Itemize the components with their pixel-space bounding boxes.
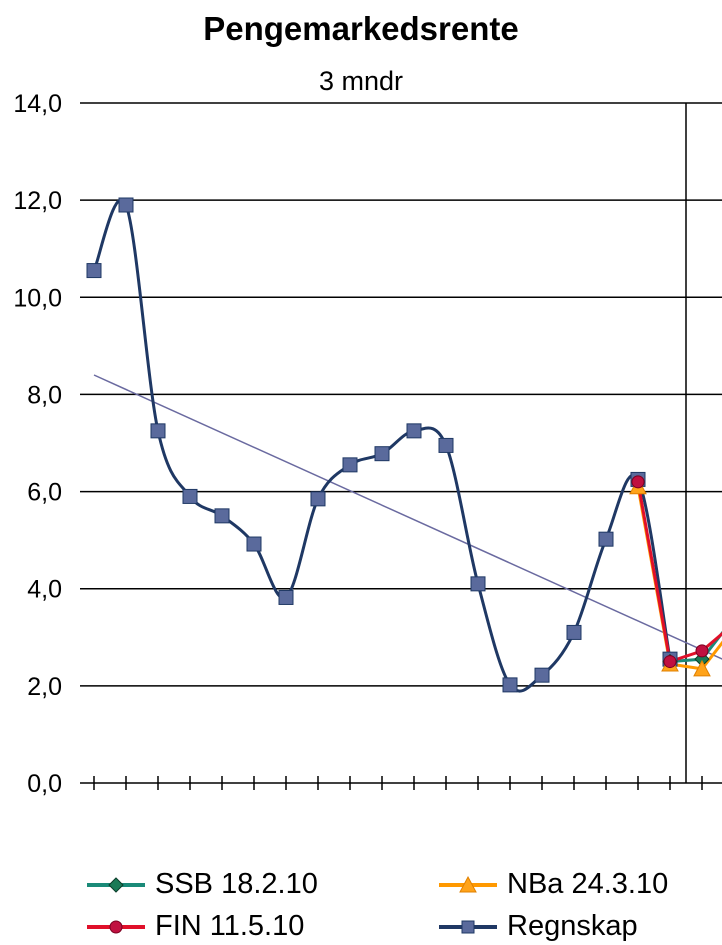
legend-label-nba: NBa 24.3.10	[507, 868, 669, 900]
point-nba	[693, 659, 711, 677]
y-tick-label: 0,0	[27, 770, 62, 798]
legend-marker-ssb	[87, 876, 145, 893]
y-tick-label: 10,0	[13, 284, 62, 312]
chart-subtitle: 3 mndr	[318, 66, 404, 96]
axes: 0,02,04,06,08,010,012,014,01991199519992…	[13, 90, 722, 798]
point-regnskap	[86, 263, 102, 279]
series-line-ssb	[669, 630, 722, 664]
y-tick-label: 12,0	[13, 187, 62, 215]
legend-marker-regnskap	[439, 920, 497, 933]
series-layer	[86, 197, 722, 693]
y-tick-label: 6,0	[27, 479, 62, 507]
legend-label-fin: FIN 11.5.10	[155, 910, 305, 942]
point-regnskap	[342, 457, 358, 473]
point-regnskap	[406, 423, 422, 439]
point-fin	[663, 655, 677, 669]
point-regnskap	[374, 446, 390, 462]
legend-label-regnskap: Regnskap	[507, 910, 638, 942]
legend-item-ssb: SSB 18.2.10	[85, 868, 318, 901]
point-regnskap	[470, 576, 486, 592]
legend-item-regnskap: Regnskap	[437, 910, 638, 943]
point-fin	[695, 644, 709, 658]
point-regnskap	[182, 488, 198, 504]
point-regnskap	[310, 491, 326, 507]
legend-marker-fin	[87, 920, 145, 933]
point-fin	[631, 475, 645, 489]
point-regnskap	[118, 197, 134, 213]
point-regnskap	[438, 437, 454, 453]
point-regnskap	[598, 531, 614, 547]
legend-marker-nba	[439, 875, 497, 892]
series-line-fin	[636, 481, 722, 664]
legend-item-fin: FIN 11.5.10	[85, 910, 304, 943]
point-regnskap	[246, 536, 262, 552]
point-regnskap	[534, 667, 550, 683]
chart-title: Pengemarkedsrente	[203, 10, 519, 47]
point-regnskap	[150, 423, 166, 439]
y-tick-label: 8,0	[27, 381, 62, 409]
point-regnskap	[278, 589, 294, 605]
y-tick-label: 4,0	[27, 576, 62, 604]
point-regnskap	[214, 508, 230, 524]
legend-item-nba: NBa 24.3.10	[437, 868, 668, 901]
grid-lines	[80, 102, 722, 687]
legend-label-ssb: SSB 18.2.10	[155, 868, 318, 900]
y-tick-label: 14,0	[13, 90, 62, 118]
line-chart: 0,02,04,06,08,010,012,014,01991199519992…	[13, 90, 722, 798]
y-tick-label: 2,0	[27, 673, 62, 701]
series-line-nba	[636, 486, 722, 671]
series-line-regnskap	[92, 198, 672, 693]
point-regnskap	[502, 677, 518, 693]
point-regnskap	[566, 624, 582, 640]
